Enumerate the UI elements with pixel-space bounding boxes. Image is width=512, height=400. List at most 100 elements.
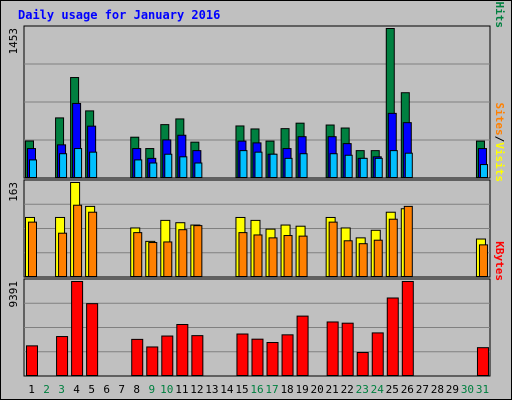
- bar-kbytes-day-19: [296, 315, 309, 376]
- bar-pages-day-17: [269, 153, 278, 179]
- bar-pages-day-10: [164, 153, 173, 179]
- panel-hits-legend: Pages/Files/Hits: [493, 0, 506, 28]
- bar-pages-day-24: [374, 157, 383, 178]
- x-tick-label: 6: [103, 383, 110, 396]
- bar-kbytes-day-12: [191, 335, 204, 376]
- bar-kbytes-day-3: [56, 336, 69, 377]
- bar-sites-day-18: [283, 235, 293, 277]
- x-tick-label: 11: [175, 383, 188, 396]
- bar-pages-day-31: [479, 164, 488, 179]
- bar-sites-day-23: [358, 243, 368, 277]
- bar-kbytes-day-25: [386, 297, 399, 376]
- bar-pages-day-9: [149, 162, 158, 179]
- legend-item: KBytes: [493, 241, 506, 281]
- bar-kbytes-day-4: [71, 281, 84, 376]
- bar-sites-day-22: [343, 240, 353, 278]
- x-tick-label: 15: [235, 383, 248, 396]
- x-tick-label: 12: [190, 383, 203, 396]
- x-tick-label: 2: [43, 383, 50, 396]
- chart-title: Daily usage for January 2016: [18, 8, 220, 22]
- x-tick-label: 9: [148, 383, 155, 396]
- panel-hits: 1453 Pages/Files/Hits: [7, 0, 506, 179]
- bar-pages-day-21: [329, 153, 338, 179]
- bar-pages-day-4: [74, 148, 83, 178]
- bar-pages-day-18: [284, 157, 293, 178]
- bar-pages-day-22: [344, 154, 353, 179]
- bar-kbytes-day-5: [86, 303, 99, 376]
- x-tick-label: 29: [446, 383, 459, 396]
- bar-kbytes-day-15: [236, 333, 249, 376]
- x-tick-label: 18: [280, 383, 293, 396]
- x-tick-label: 8: [133, 383, 140, 396]
- bar-pages-day-19: [299, 153, 308, 179]
- bar-sites-day-19: [298, 235, 308, 277]
- x-tick-label: 31: [476, 383, 489, 396]
- bar-pages-day-15: [239, 150, 248, 178]
- bar-kbytes-day-16: [251, 338, 264, 376]
- x-tick-label: 4: [73, 383, 80, 396]
- bar-sites-day-16: [253, 234, 263, 278]
- x-tick-label: 27: [416, 383, 429, 396]
- bar-kbytes-day-11: [176, 324, 189, 377]
- bar-sites-day-9: [148, 242, 158, 277]
- bar-pages-day-1: [29, 159, 37, 178]
- bar-kbytes-day-18: [281, 334, 294, 377]
- x-tick-label: 30: [461, 383, 474, 396]
- bar-sites-day-25: [388, 218, 398, 277]
- x-axis-day-labels: 1 2 3 4 5 6 7 8 9 10 11 12 13 14 15 16 17 18 19 20 21 22 23 24 2…: [28, 383, 489, 396]
- x-tick-label: 5: [88, 383, 95, 396]
- panel-visits: 163 Sites/Visits: [7, 103, 506, 278]
- x-tick-label: 23: [356, 383, 369, 396]
- series-kbytes: [26, 281, 489, 377]
- legend-item: Hits: [493, 2, 506, 29]
- x-tick-label: 1: [28, 383, 35, 396]
- bar-pages-day-12: [194, 162, 203, 179]
- bar-sites-day-3: [58, 232, 68, 277]
- bar-sites-day-21: [328, 221, 338, 277]
- bar-sites-day-8: [133, 232, 143, 277]
- bar-kbytes-day-22: [341, 322, 354, 377]
- bar-sites-day-17: [268, 237, 278, 278]
- bar-kbytes-day-23: [356, 352, 369, 376]
- x-tick-label: 14: [220, 383, 234, 396]
- legend-item: Visits: [493, 142, 506, 182]
- legend-item: /: [493, 0, 506, 2]
- bar-kbytes-day-17: [266, 342, 279, 376]
- x-tick-label: 24: [371, 383, 385, 396]
- bar-sites-day-1: [28, 221, 37, 277]
- bar-sites-day-31: [478, 244, 488, 278]
- bar-pages-day-25: [389, 150, 398, 178]
- x-tick-label: 16: [250, 383, 263, 396]
- bar-sites-day-26: [403, 205, 413, 277]
- series-sites: [28, 204, 488, 278]
- bar-kbytes-day-24: [371, 332, 384, 377]
- panel-kbytes: 9391 KBytes: [7, 241, 506, 377]
- x-tick-label: 19: [295, 383, 308, 396]
- x-tick-label: 26: [401, 383, 414, 396]
- x-tick-label: 3: [58, 383, 65, 396]
- bar-sites-day-11: [178, 229, 188, 277]
- legend-item: Sites: [493, 103, 506, 136]
- bar-kbytes-day-21: [326, 321, 339, 377]
- bar-kbytes-day-8: [131, 338, 144, 376]
- x-tick-label: 13: [205, 383, 218, 396]
- bar-pages-day-11: [179, 156, 188, 178]
- bar-pages-day-23: [359, 157, 368, 178]
- bar-sites-day-10: [163, 241, 173, 277]
- x-tick-label: 20: [311, 383, 324, 396]
- x-tick-label: 25: [386, 383, 399, 396]
- legend-item: /: [493, 136, 506, 143]
- x-tick-label: 28: [431, 383, 444, 396]
- x-tick-label: 21: [326, 383, 339, 396]
- bar-pages-day-3: [59, 153, 68, 179]
- panel-kbytes-max-label: 9391: [7, 281, 20, 308]
- panel-kbytes-legend: KBytes: [493, 241, 506, 281]
- bar-pages-day-5: [89, 151, 98, 178]
- bar-kbytes-day-9: [146, 346, 159, 377]
- bar-kbytes-day-10: [161, 335, 174, 377]
- bar-kbytes-day-1: [26, 345, 38, 376]
- series-pages: [29, 148, 488, 179]
- bar-pages-day-16: [254, 151, 263, 178]
